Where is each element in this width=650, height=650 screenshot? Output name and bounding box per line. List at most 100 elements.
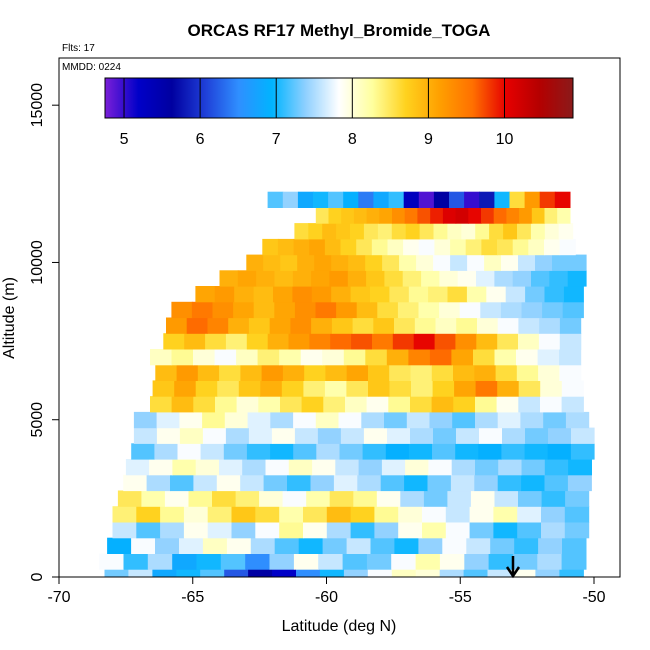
heatmap-cell xyxy=(524,191,541,208)
heatmap-cell xyxy=(326,506,352,523)
y-tick-label: 10000 xyxy=(29,240,46,285)
heatmap-cell xyxy=(253,286,274,303)
heatmap-cell xyxy=(233,301,255,319)
heatmap-cell xyxy=(184,333,206,350)
heatmap-cell xyxy=(242,459,267,476)
heatmap-cell xyxy=(150,396,173,413)
heatmap-cell xyxy=(316,443,340,460)
colorbar-ticks: 5 6 7 8 9 10 xyxy=(120,78,514,148)
heatmap-cell xyxy=(343,349,366,366)
heatmap-cell xyxy=(292,286,313,303)
heatmap-cell xyxy=(346,380,369,397)
heatmap-cell xyxy=(432,380,455,397)
heatmap-cell xyxy=(256,270,275,287)
heatmap-cell xyxy=(136,506,161,523)
heatmap-cell xyxy=(331,254,349,271)
heatmap-cell xyxy=(166,317,188,334)
heatmap-cell xyxy=(562,537,587,554)
heatmap-cell xyxy=(207,506,233,523)
heatmap-cell xyxy=(177,443,202,460)
heatmap-cell xyxy=(567,474,592,492)
heatmap-cell xyxy=(280,254,298,271)
heatmap-cell xyxy=(259,490,284,507)
heatmap-cell xyxy=(202,411,226,429)
heatmap-cell xyxy=(416,254,434,271)
heatmap-cell xyxy=(336,301,358,319)
heatmap-cell xyxy=(478,443,502,460)
heatmap-cell xyxy=(394,537,419,554)
heatmap-cell xyxy=(506,207,520,224)
heatmap-cell xyxy=(544,459,569,476)
heatmap-cell xyxy=(131,537,156,554)
heatmap-cell xyxy=(269,553,295,570)
heatmap-cell xyxy=(376,490,401,507)
x-tick-label: -50 xyxy=(582,589,605,606)
heatmap-cell xyxy=(391,553,417,570)
heatmap-cell xyxy=(480,301,502,319)
heatmap-cell xyxy=(263,254,281,271)
heatmap-cell xyxy=(303,506,328,523)
heatmap-cell xyxy=(380,474,405,492)
heatmap-cell xyxy=(179,411,203,429)
heatmap-cell xyxy=(314,254,332,271)
heatmap-cell xyxy=(347,270,367,287)
heatmap-cell xyxy=(155,364,178,381)
heatmap-cell xyxy=(310,474,335,492)
heatmap-cell xyxy=(207,522,233,539)
heatmap-cell xyxy=(179,427,204,444)
heatmap-cell xyxy=(293,553,319,570)
heatmap-cell xyxy=(304,364,327,381)
heatmap-cell xyxy=(525,427,549,444)
heatmap-cell xyxy=(493,522,518,539)
heatmap-cell xyxy=(461,223,476,240)
heatmap-cell xyxy=(468,207,482,224)
heatmap-cell xyxy=(341,207,355,224)
heatmap-cell xyxy=(525,286,546,303)
heatmap-cell xyxy=(303,522,328,539)
heatmap-cell xyxy=(422,506,447,523)
heatmap-cell xyxy=(474,474,499,492)
heatmap-cell xyxy=(455,333,477,350)
heatmap-cell xyxy=(154,443,179,460)
colorbar-ramp xyxy=(104,77,574,119)
heatmap-cell xyxy=(146,474,171,492)
heatmap-cell xyxy=(431,396,454,413)
heatmap-cell xyxy=(386,349,409,366)
heatmap-cell xyxy=(217,380,240,397)
heatmap-cell xyxy=(559,333,582,350)
heatmap-cell xyxy=(496,396,519,413)
heatmap-cell xyxy=(413,333,436,350)
heatmap-cell xyxy=(544,207,558,224)
heatmap-cell xyxy=(358,191,374,208)
heatmap-cell xyxy=(537,349,560,366)
heatmap-cell xyxy=(544,286,565,303)
heatmap-cell xyxy=(387,238,404,256)
heatmap-cell xyxy=(379,207,393,224)
x-tick-label: -70 xyxy=(47,589,70,606)
heatmap-cell xyxy=(238,380,261,397)
heatmap-cell xyxy=(247,411,271,429)
heatmap-cell xyxy=(245,553,271,570)
heatmap-cell xyxy=(475,459,499,476)
heatmap-cell xyxy=(306,490,331,507)
heatmap-cell xyxy=(419,223,435,240)
heatmap-cell xyxy=(474,364,497,381)
heatmap-cell xyxy=(240,364,263,381)
heatmap-cell xyxy=(418,238,435,256)
heatmap-cell xyxy=(133,411,158,429)
heatmap-cell xyxy=(329,490,354,507)
heatmap-cell xyxy=(447,223,462,240)
heatmap-cell xyxy=(338,411,362,429)
heatmap-cell xyxy=(466,537,491,554)
heatmap-cell xyxy=(348,254,366,271)
heatmap-cell xyxy=(343,191,359,208)
heatmap-cell xyxy=(228,317,250,334)
heatmap-cell xyxy=(340,427,365,444)
colorbar-tick-label: 10 xyxy=(496,131,514,148)
heatmap-cell xyxy=(427,474,452,492)
heatmap-cell xyxy=(311,286,332,303)
heatmap-cell xyxy=(469,506,494,523)
heatmap-cell xyxy=(538,364,560,381)
heatmap-cell xyxy=(486,286,507,303)
heatmap-cell xyxy=(336,223,351,240)
